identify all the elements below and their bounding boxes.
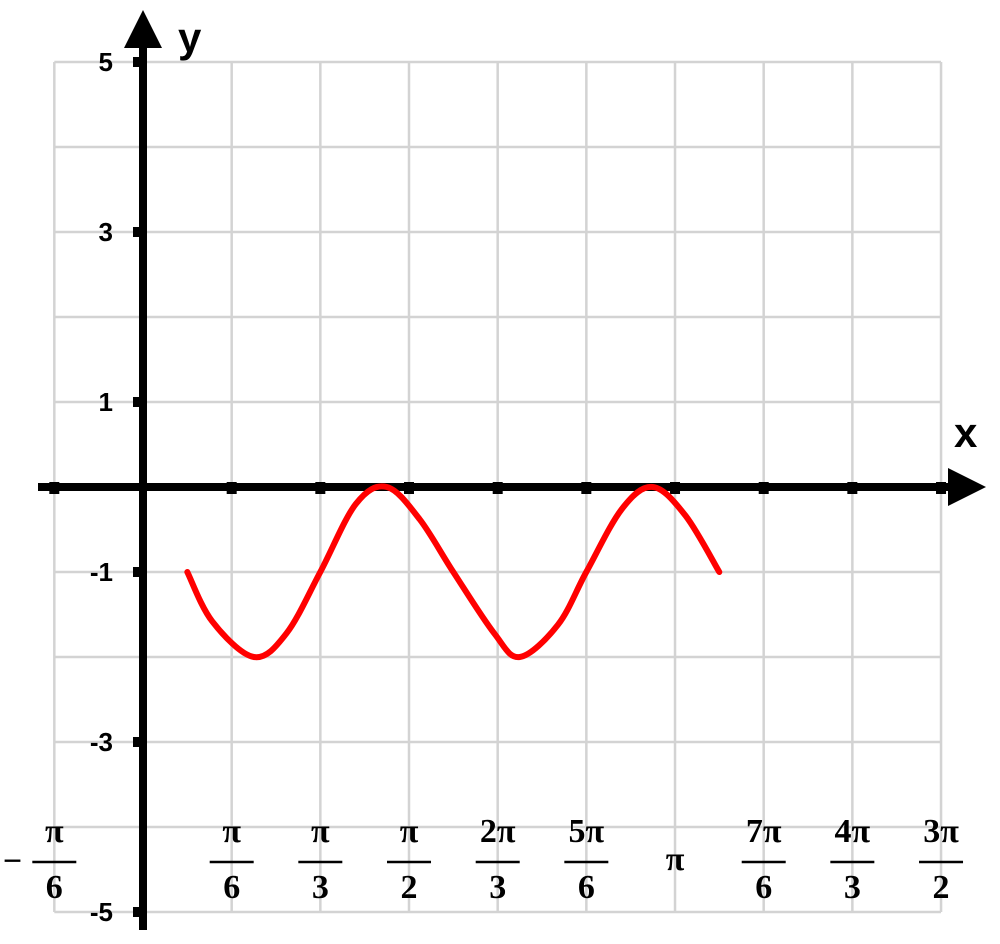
x-tick-numerator: π	[400, 813, 419, 850]
y-tick-mark	[133, 227, 143, 237]
y-axis-arrow-icon	[124, 10, 162, 48]
x-tick-mark	[670, 482, 681, 494]
series-line	[184, 483, 723, 661]
x-tick-label: 4π 3	[830, 813, 875, 906]
y-tick-label: -1	[90, 557, 113, 587]
x-tick-denominator: 3	[489, 869, 506, 906]
x-tick-numerator: 2π	[480, 813, 516, 850]
x-tick-numerator: 5π	[569, 813, 605, 850]
y-tick-label: 3	[99, 217, 113, 247]
x-tick-numerator: π	[45, 813, 64, 850]
x-tick-sign: −	[3, 843, 22, 880]
x-tick-mark	[492, 482, 503, 494]
x-tick-denominator: 6	[223, 869, 240, 906]
x-tick-mark	[936, 482, 947, 494]
y-tick-mark	[133, 397, 143, 407]
ticks	[49, 57, 947, 917]
x-tick-denominator: 3	[844, 869, 861, 906]
x-tick-mark	[758, 482, 769, 494]
x-tick-numerator: π	[666, 841, 685, 878]
x-tick-denominator: 2	[933, 869, 950, 906]
x-tick-mark	[315, 482, 326, 494]
y-tick-label: 1	[99, 387, 113, 417]
x-tick-label: π 6−	[3, 813, 77, 906]
x-tick-label: π6	[209, 813, 254, 906]
y-tick-mark	[133, 57, 143, 67]
x-tick-numerator: π	[222, 813, 241, 850]
x-tick-denominator: 6	[755, 869, 772, 906]
x-tick-numerator: 7π	[746, 813, 782, 850]
y-tick-label: 5	[99, 47, 113, 77]
grid	[53, 60, 943, 914]
x-tick-label: 7π 6	[741, 813, 786, 906]
x-axis-label: x	[954, 409, 978, 456]
x-tick-label: π2	[387, 813, 432, 906]
x-axis-arrow-icon	[948, 468, 986, 506]
x-tick-mark	[404, 482, 415, 494]
x-tick-label: 3π 2	[919, 813, 964, 906]
y-tick-mark	[133, 737, 143, 747]
series	[184, 483, 723, 661]
x-tick-denominator: 2	[401, 869, 418, 906]
x-tick-denominator: 6	[46, 869, 63, 906]
x-tick-label: π3	[298, 813, 343, 906]
x-tick-numerator: 4π	[835, 813, 871, 850]
x-tick-numerator: π	[311, 813, 330, 850]
x-tick-mark	[226, 482, 237, 494]
axes: y x	[38, 10, 986, 930]
y-tick-label: -5	[90, 897, 113, 927]
y-tick-mark	[133, 907, 143, 917]
x-tick-label: 5π 6	[564, 813, 609, 906]
x-tick-denominator: 3	[312, 869, 329, 906]
y-tick-mark	[133, 567, 143, 577]
x-tick-denominator: 6	[578, 869, 595, 906]
x-tick-label: 2π 3	[475, 813, 520, 906]
y-tick-label: -3	[90, 727, 113, 757]
x-tick-mark	[49, 482, 60, 494]
x-tick-mark	[847, 482, 858, 494]
x-tick-mark	[581, 482, 592, 494]
x-tick-numerator: 3π	[923, 813, 959, 850]
x-tick-label: π	[666, 841, 685, 878]
y-axis-label: y	[178, 14, 202, 61]
